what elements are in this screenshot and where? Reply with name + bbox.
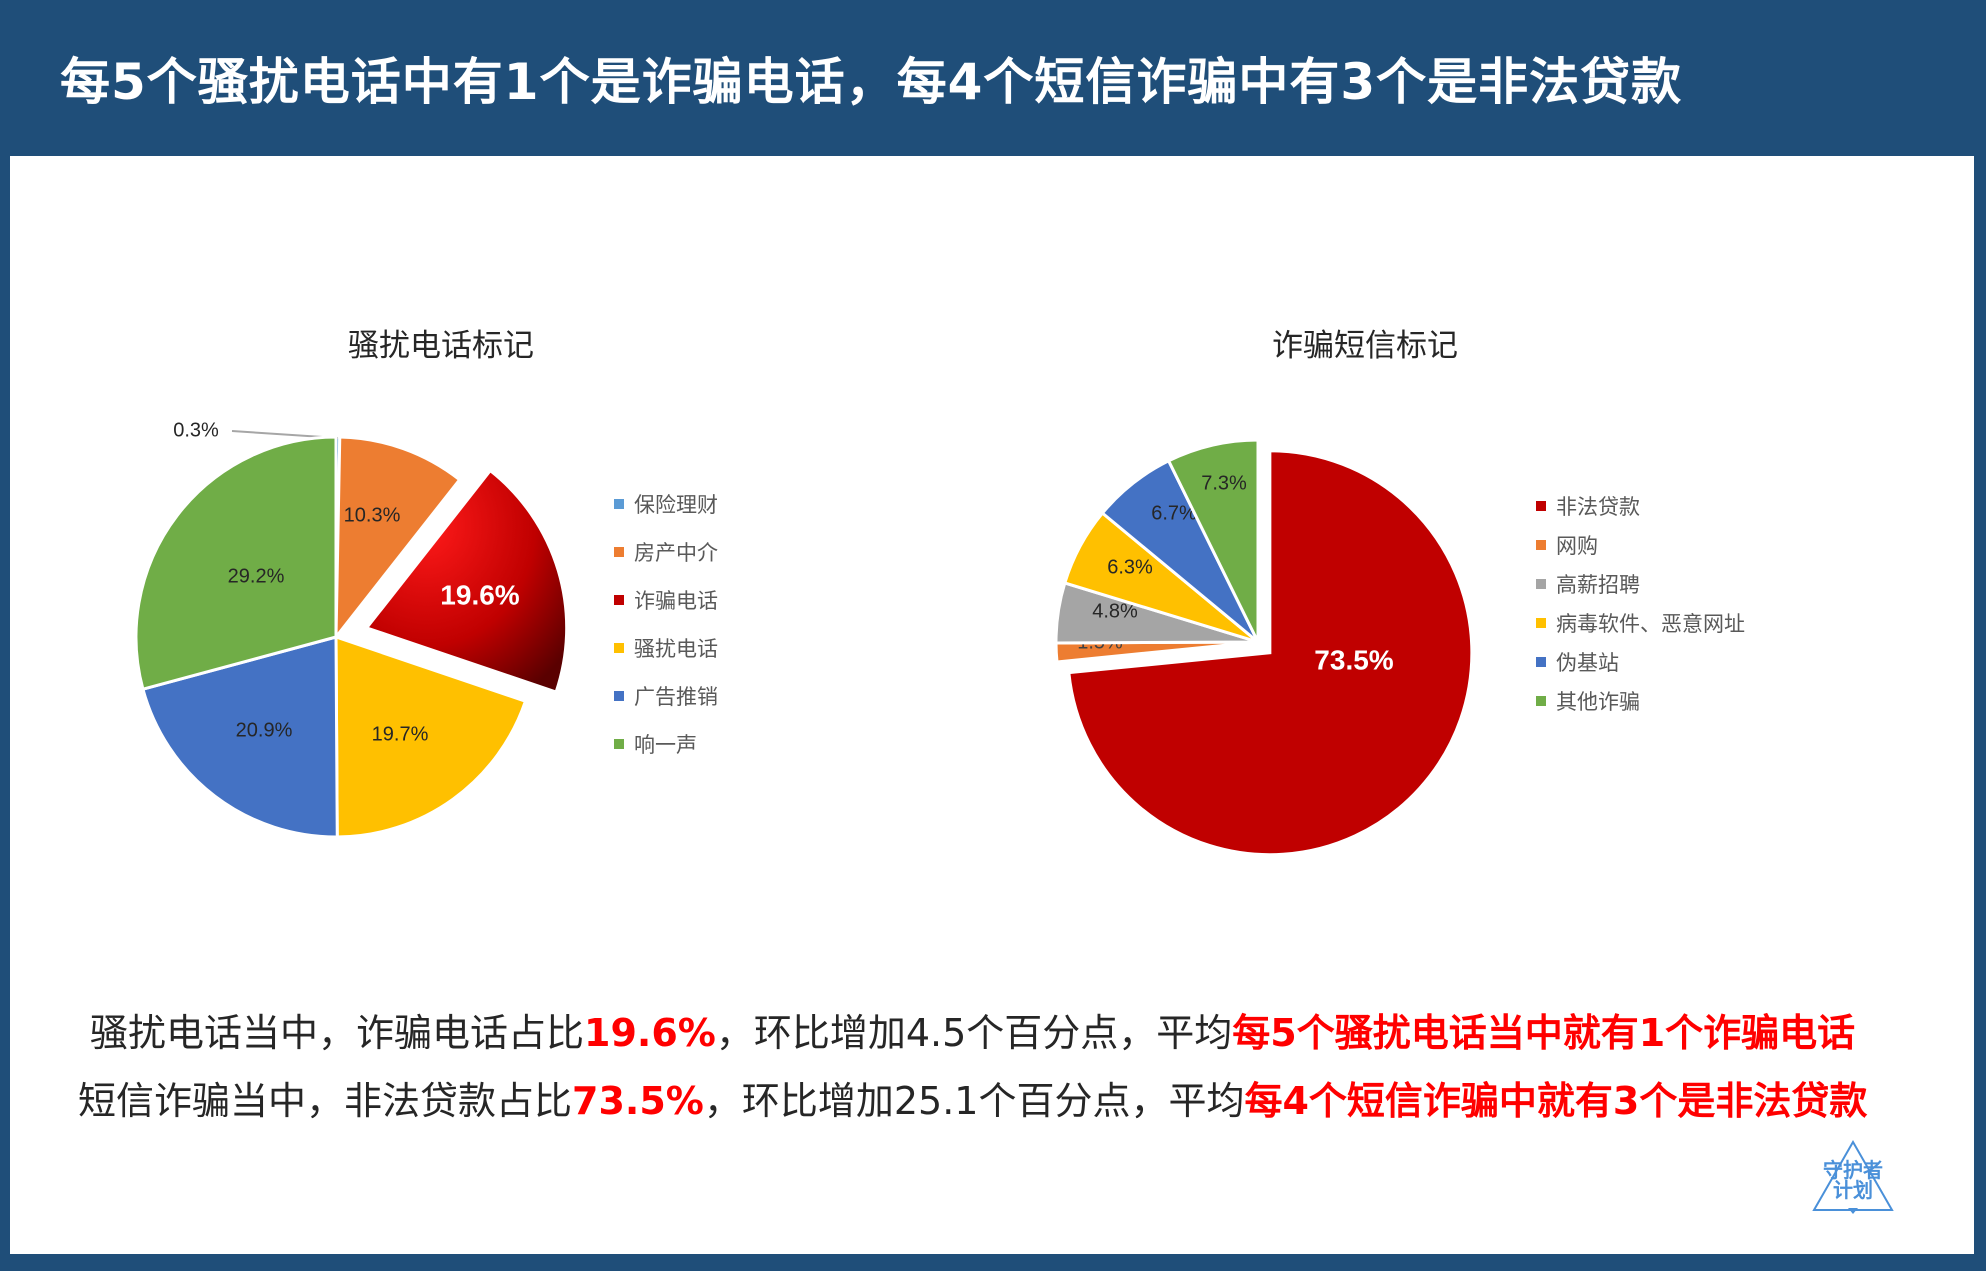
- chart-1-legend-label-5: 响一声: [634, 733, 697, 757]
- chart-1-legend-swatch-4: [614, 691, 624, 701]
- chart-1-legend-item-0: 保险理财: [614, 480, 718, 528]
- chart-1-legend-label-2: 诈骗电话: [634, 589, 718, 613]
- logo-triangle-icon: [1812, 1140, 1894, 1214]
- chart-2-legend-label-3: 病毒软件、恶意网址: [1556, 611, 1745, 636]
- summary-1-highlight: 每5个骚扰电话当中就有1个诈骗电话: [1232, 1011, 1856, 1055]
- chart-2-legend-item-5: 其他诈骗: [1536, 681, 1745, 720]
- chart-1-legend-item-3: 骚扰电话: [614, 624, 718, 672]
- chart-1-legend-item-1: 房产中介: [614, 528, 718, 576]
- chart-1-legend-swatch-5: [614, 739, 624, 749]
- chart-2-legend-swatch-1: [1536, 539, 1546, 550]
- chart-1-legend-item-2: 诈骗电话: [614, 576, 718, 624]
- summary-2-middle: ，环比增加25.1个百分点，平均: [703, 1079, 1245, 1123]
- chart-1-legend-label-1: 房产中介: [634, 541, 718, 565]
- chart-1-legend: 保险理财房产中介诈骗电话骚扰电话广告推销响一声: [614, 480, 718, 768]
- chart-2-title: 诈骗短信标记: [1272, 328, 1458, 364]
- chart-2-legend-item-1: 网购: [1536, 525, 1745, 564]
- logo-text-1: 守护者: [1823, 1158, 1883, 1182]
- summary-line-2: 短信诈骗当中，非法贷款占比73.5%，环比增加25.1个百分点，平均每4个短信诈…: [78, 1070, 1867, 1125]
- logo-text-2: 计划: [1833, 1178, 1873, 1202]
- chart-2-legend-label-0: 非法贷款: [1556, 494, 1640, 519]
- summary-2-highlight: 每4个短信诈骗中就有3个是非法贷款: [1244, 1079, 1868, 1123]
- chart-1-legend-item-5: 响一声: [614, 720, 718, 768]
- summary-1-value: 19.6%: [584, 1011, 716, 1055]
- summary-line-1: 骚扰电话当中，诈骗电话占比19.6%，环比增加4.5个百分点，平均每5个骚扰电话…: [90, 1002, 1855, 1057]
- chart-1-legend-label-4: 广告推销: [634, 685, 718, 709]
- header-bar: 每5个骚扰电话中有1个是诈骗电话，每4个短信诈骗中有3个是非法贷款: [0, 0, 1986, 156]
- chart-1-legend-label-3: 骚扰电话: [634, 637, 718, 661]
- summary-2-prefix: 短信诈骗当中，非法贷款占比: [78, 1079, 573, 1123]
- chart-1-legend-item-4: 广告推销: [614, 672, 718, 720]
- chart-2-legend-item-3: 病毒软件、恶意网址: [1536, 603, 1745, 642]
- slide-title: 每5个骚扰电话中有1个是诈骗电话，每4个短信诈骗中有3个是非法贷款: [60, 53, 1683, 111]
- summary-2-value: 73.5%: [572, 1079, 704, 1123]
- chart-1-legend-swatch-1: [614, 547, 624, 557]
- chart-2-legend-item-0: 非法贷款: [1536, 486, 1745, 525]
- chart-1-legend-swatch-3: [614, 643, 624, 653]
- chart-2-legend-label-2: 高薪招聘: [1556, 572, 1640, 597]
- chart-2-legend: 非法贷款网购高薪招聘病毒软件、恶意网址 伪基站其他诈骗: [1536, 486, 1745, 720]
- chart-2-legend-item-4: 伪基站: [1536, 642, 1745, 681]
- chart-2-legend-label-4: 伪基站: [1556, 650, 1619, 675]
- chart-2-legend-swatch-0: [1536, 500, 1546, 511]
- chart-2-legend-label-5: 其他诈骗: [1556, 689, 1640, 714]
- guardian-plan-logo: 守护者 计划: [1812, 1140, 1894, 1214]
- chart-1-legend-label-0: 保险理财: [634, 493, 718, 517]
- chart-1-legend-swatch-2: [614, 595, 624, 605]
- chart-2-legend-swatch-4: [1536, 656, 1546, 667]
- chart-2-legend-swatch-3: [1536, 617, 1546, 628]
- chart-2-legend-item-2: 高薪招聘: [1536, 564, 1745, 603]
- summary-1-middle: ，环比增加4.5个百分点，平均: [715, 1011, 1233, 1055]
- summary-1-prefix: 骚扰电话当中，诈骗电话占比: [90, 1011, 585, 1055]
- chart-2-legend-swatch-2: [1536, 578, 1546, 589]
- chart-2-legend-label-1: 网购: [1556, 533, 1598, 558]
- chart-2-legend-swatch-5: [1536, 695, 1546, 706]
- chart-1-legend-swatch-0: [614, 499, 624, 509]
- chart-1-title: 骚扰电话标记: [348, 328, 534, 364]
